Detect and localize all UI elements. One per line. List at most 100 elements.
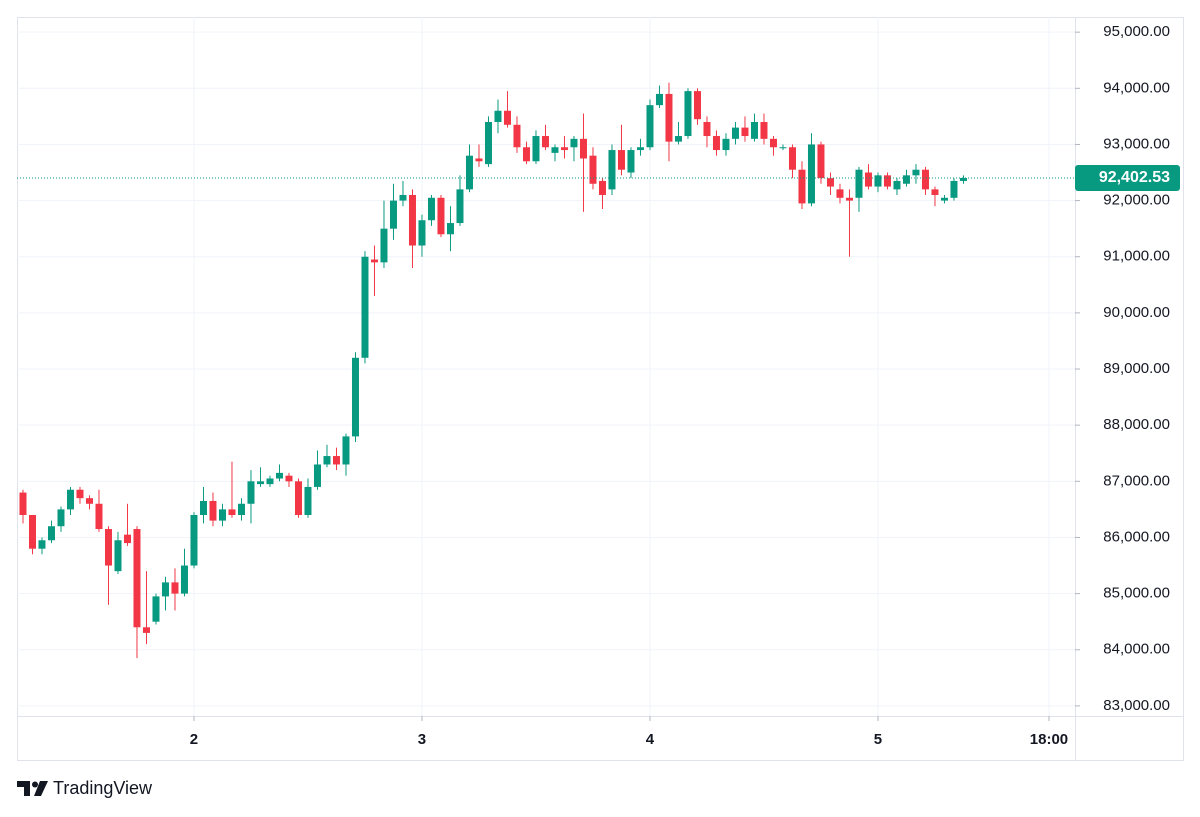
candle-body: [123, 534, 131, 544]
candle-body: [940, 197, 948, 201]
candle-body: [256, 481, 264, 485]
candle-body: [532, 136, 540, 162]
candle-body: [142, 627, 150, 633]
candle-body: [95, 503, 103, 530]
chart-frame: [17, 17, 1184, 761]
candle-body: [921, 169, 929, 190]
y-tick-label: 83,000.00: [1103, 697, 1170, 714]
candle-body: [342, 436, 350, 465]
candle-body: [893, 180, 901, 190]
candle-body: [389, 200, 397, 229]
candle-body: [47, 526, 55, 541]
candle-body: [332, 456, 340, 465]
x-tick-label: 18:00: [1030, 731, 1068, 748]
x-tick-label: 2: [190, 731, 198, 748]
y-tick-label: 91,000.00: [1103, 248, 1170, 265]
candle-body: [418, 220, 426, 246]
x-tick-label: 4: [646, 731, 655, 748]
candle-body: [513, 124, 521, 148]
y-tick-label: 85,000.00: [1103, 585, 1170, 602]
candle-body: [807, 144, 815, 204]
candle-body: [209, 500, 217, 521]
candle-body: [845, 197, 853, 201]
candle-body: [522, 147, 530, 162]
y-tick-label: 94,000.00: [1103, 79, 1170, 96]
candle-body: [28, 515, 36, 549]
candle-body: [19, 492, 27, 516]
candle-body: [589, 155, 597, 184]
candle-body: [427, 197, 435, 221]
candle-body: [199, 500, 207, 516]
candle-body: [750, 121, 758, 139]
candle-body: [294, 481, 302, 516]
candle-body: [66, 489, 74, 510]
tradingview-logo: [17, 781, 48, 796]
last-price-label: 92,402.53: [1099, 169, 1170, 186]
x-tick-label: 3: [418, 731, 426, 748]
candle-body: [475, 158, 483, 162]
candle-body: [703, 121, 711, 137]
candle-body: [598, 180, 606, 195]
candle-body: [779, 147, 787, 149]
candle-body: [399, 194, 407, 201]
candle-body: [570, 138, 578, 148]
candle-body: [266, 478, 274, 485]
candle-body: [494, 110, 502, 122]
candle-body: [76, 489, 84, 499]
y-tick-label: 88,000.00: [1103, 416, 1170, 433]
candle-body: [788, 147, 796, 170]
candle-body: [275, 472, 283, 479]
candle-body: [864, 172, 872, 187]
candle-body: [798, 169, 806, 204]
candle-body: [57, 509, 65, 527]
candle-body: [617, 150, 625, 170]
candle-body: [760, 121, 768, 139]
candle-body: [247, 481, 255, 504]
candle-body: [551, 147, 559, 153]
candle-body: [560, 147, 568, 151]
candle-body: [85, 498, 93, 504]
candle-body: [437, 197, 445, 235]
candle-body: [874, 175, 882, 187]
candle-body: [608, 150, 616, 190]
candle-body: [114, 540, 122, 572]
candle-body: [769, 138, 777, 148]
candle-body: [152, 596, 160, 622]
candle-body: [104, 529, 112, 566]
candle-body: [646, 105, 654, 148]
candle-body: [836, 189, 844, 198]
brand-name: TradingView: [53, 778, 153, 798]
candle-body: [712, 136, 720, 151]
candle-body: [323, 456, 331, 465]
candle-body: [228, 509, 236, 516]
candle-body: [826, 178, 834, 187]
candle-body: [931, 189, 939, 195]
candle-body: [370, 259, 378, 263]
candle-body: [380, 228, 388, 263]
y-tick-label: 95,000.00: [1103, 23, 1170, 40]
candle-body: [855, 169, 863, 198]
y-tick-label: 87,000.00: [1103, 472, 1170, 489]
candle-body: [484, 121, 492, 165]
candle-body: [959, 177, 967, 181]
y-tick-label: 86,000.00: [1103, 528, 1170, 545]
candle-body: [684, 91, 692, 137]
x-tick-label: 5: [874, 731, 882, 748]
candle-body: [655, 93, 663, 106]
candle-body: [351, 357, 359, 437]
candle-body: [627, 150, 635, 173]
candle-body: [190, 515, 198, 566]
candle-body: [218, 509, 226, 521]
candle-body: [304, 486, 312, 516]
candle-body: [446, 223, 454, 235]
candle-body: [313, 464, 321, 487]
candle-body: [38, 540, 46, 549]
candle-body: [722, 138, 730, 151]
candle-body: [693, 91, 701, 120]
candle-body: [237, 503, 245, 516]
candle-body: [912, 169, 920, 176]
y-tick-label: 84,000.00: [1103, 641, 1170, 658]
y-tick-label: 93,000.00: [1103, 135, 1170, 152]
candle-body: [503, 110, 511, 125]
